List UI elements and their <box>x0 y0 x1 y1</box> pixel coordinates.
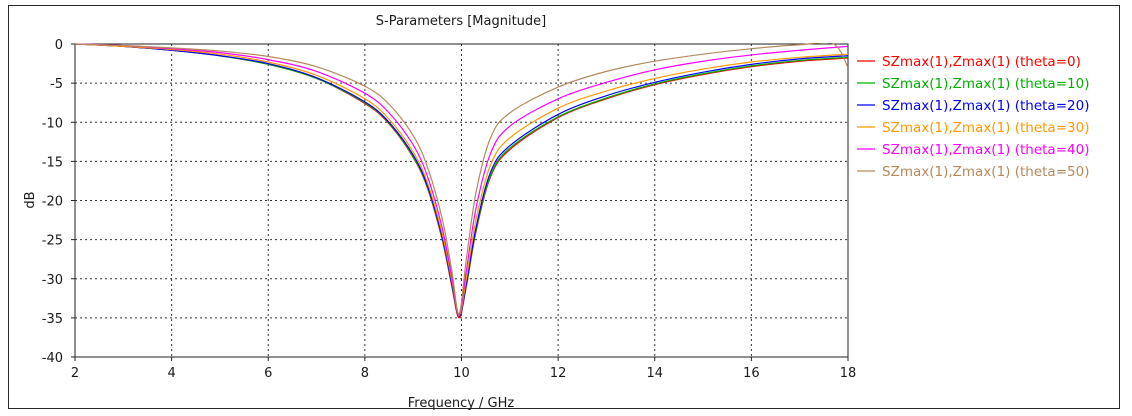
legend-label-0: SZmax(1),Zmax(1) (theta=0) <box>882 54 1081 70</box>
x-tick-label: 18 <box>840 366 857 381</box>
y-tick-label: -30 <box>42 273 63 288</box>
y-tick-label: -20 <box>42 195 63 210</box>
x-tick-label: 12 <box>550 366 567 381</box>
legend-label-3: SZmax(1),Zmax(1) (theta=30) <box>882 120 1089 136</box>
legend-label-2: SZmax(1),Zmax(1) (theta=20) <box>882 98 1089 114</box>
y-tick-label: -10 <box>42 116 63 131</box>
x-tick-label: 4 <box>167 366 175 381</box>
legend-label-4: SZmax(1),Zmax(1) (theta=40) <box>882 142 1089 158</box>
y-tick-label: -5 <box>50 77 63 92</box>
x-tick-label: 8 <box>361 366 369 381</box>
x-tick-label: 10 <box>453 366 470 381</box>
legend-label-1: SZmax(1),Zmax(1) (theta=10) <box>882 76 1089 92</box>
y-tick-label: -40 <box>42 351 63 366</box>
x-tick-label: 14 <box>646 366 663 381</box>
y-tick-label: 0 <box>55 38 63 53</box>
series-lines <box>75 43 848 319</box>
legend: SZmax(1),Zmax(1) (theta=0) SZmax(1),Zmax(… <box>857 54 1089 180</box>
x-tick-label: 6 <box>264 366 272 381</box>
chart-frame <box>8 5 1120 409</box>
y-tick-label: -15 <box>42 155 63 170</box>
chart-title: S-Parameters [Magnitude] <box>376 14 547 29</box>
x-tick-label: 2 <box>71 366 79 381</box>
series-line-5 <box>75 43 848 315</box>
y-tick-label: -35 <box>42 312 63 327</box>
y-tick-label: -25 <box>42 234 63 249</box>
y-axis-title: dB <box>23 191 38 208</box>
legend-label-5: SZmax(1),Zmax(1) (theta=50) <box>882 164 1089 180</box>
gridlines <box>75 44 848 357</box>
x-axis-title: Frequency / GHz <box>408 396 515 411</box>
x-tick-label: 16 <box>743 366 760 381</box>
